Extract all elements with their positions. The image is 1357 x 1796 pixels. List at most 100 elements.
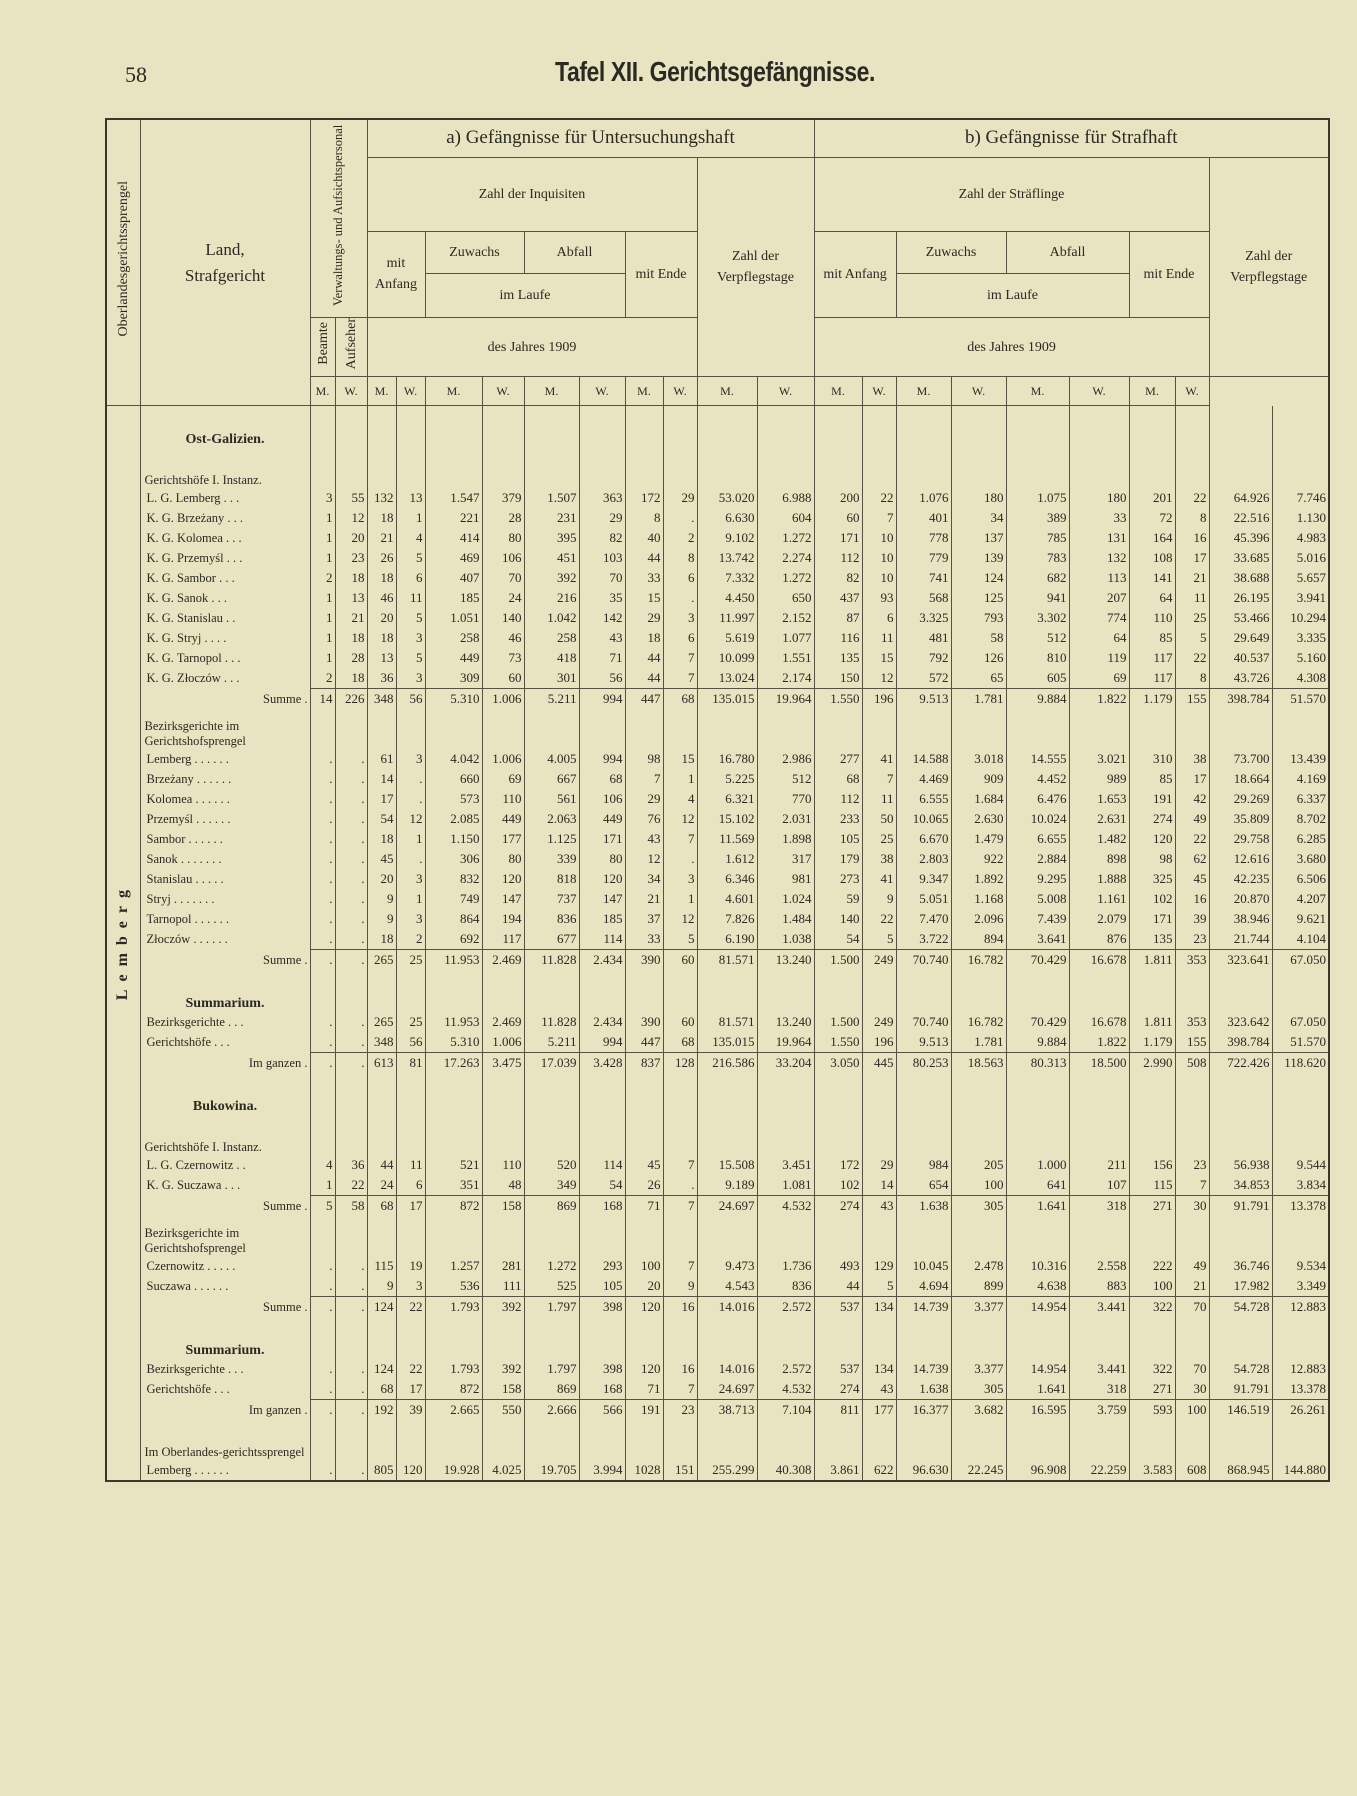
cell: 171 [578,829,626,850]
cell: 135 [1128,929,1176,950]
cell: 1.168 [950,889,1007,910]
cell: . [334,1359,368,1380]
cell: 131 [1068,528,1130,549]
cell: 35 [578,588,626,609]
cell: 12 [861,668,897,689]
prison-table: Oberlandesgerichtssprengel Land, Strafge… [105,118,1331,1483]
empty-cell [1208,970,1273,1013]
cell: 5 [395,548,426,569]
cell: 16.377 [895,1399,952,1421]
cell: 144.880 [1271,1460,1330,1482]
header-zuwachs: Zuwachs [895,230,1007,275]
empty-cell [1128,970,1176,1013]
cell: 177 [481,829,525,850]
cell: 1.781 [950,1032,1007,1053]
empty-cell [1068,1115,1130,1156]
cell: 5.211 [523,1032,580,1053]
cell: 24 [366,1175,397,1196]
header-verpflegstage: Zahl der Verpflegstage [1208,156,1330,378]
empty-cell [578,1216,626,1257]
cell: . [309,949,336,971]
cell: 407 [424,568,483,589]
cell: . [334,889,368,910]
cell: 16.780 [696,749,758,770]
cell: 194 [481,909,525,930]
table-row: K. G. Suczawa . . . 1 22 24 6 351 48 349 54 26. 9.… [106,1175,1330,1196]
cell: 114 [578,929,626,950]
cell: 1.550 [813,688,863,710]
cell: 13 [334,588,368,609]
table-row: Summe . 5 58 68 17 872 158 869 168 71 7 24.697 4.532… [106,1195,1330,1217]
cell: 785 [1005,528,1070,549]
empty-cell [424,448,483,489]
cell: 146.519 [1208,1399,1273,1421]
cell: 80 [481,849,525,870]
row-label: Brzeżany . . . . . . [139,769,311,790]
row-label: K. G. Sanok . . . [139,588,311,609]
cell: 1.006 [481,1032,525,1053]
cell: 401 [895,508,952,529]
cell: 779 [895,548,952,569]
cell: 274 [813,1379,863,1400]
cell: . [309,889,336,910]
cell: 14.588 [895,749,952,770]
cell: 6.346 [696,869,758,890]
cell: 3 [395,668,426,689]
cell: 20 [366,869,397,890]
cell: . [334,1032,368,1053]
cell: 255.299 [696,1460,758,1482]
cell: 16.678 [1068,1012,1130,1033]
cell: 2.665 [424,1399,483,1421]
empty-cell [1174,970,1210,1013]
cell: . [334,829,368,850]
cell: 3.475 [481,1052,525,1074]
empty-cell [395,709,426,750]
cell: 65 [950,668,1007,689]
cell: 7 [662,668,698,689]
cell: 24.697 [696,1379,758,1400]
cell: 140 [813,909,863,930]
cell: 6 [861,608,897,629]
cell: 274 [813,1195,863,1217]
cell: 226 [334,688,368,710]
cell: 4 [395,528,426,549]
empty-cell [309,405,336,449]
cell: 353 [1174,1012,1210,1033]
empty-cell [662,448,698,489]
cell: 96.630 [895,1460,952,1482]
cell: 216 [523,588,580,609]
empty-cell [756,1420,815,1461]
empty-cell [895,970,952,1013]
cell: 21.744 [1208,929,1273,950]
cell: 274 [1128,809,1176,830]
empty-cell [334,1115,368,1156]
cell: 613 [366,1052,397,1074]
cell: 1.797 [523,1296,580,1318]
cell: 7.470 [895,909,952,930]
empty-cell [756,1073,815,1116]
cell: 114 [578,1155,626,1176]
cell: 221 [424,508,483,529]
cell: 521 [424,1155,483,1176]
cell: 941 [1005,588,1070,609]
cell: 398 [578,1359,626,1380]
cell: 38.713 [696,1399,758,1421]
header-sprengel: Oberlandesgerichtssprengel [115,181,131,337]
cell: 44 [624,548,664,569]
empty-cell [813,709,863,750]
empty-cell [578,1317,626,1360]
section-title: Bukowina. [139,1073,311,1116]
table-row: Summe . 14 226 348 56 5.310 1.006 5.211 994 447 68… [106,688,1330,710]
cell: 82 [578,528,626,549]
cell: 2.666 [523,1399,580,1421]
cell: . [309,1276,336,1297]
cell: 196 [861,688,897,710]
cell: 351 [424,1175,483,1196]
cell: 22 [395,1296,426,1318]
cell: . [662,1175,698,1196]
cell: 561 [523,789,580,810]
cell: 449 [578,809,626,830]
empty-cell [624,1420,664,1461]
empty-cell [696,405,758,449]
cell: 445 [861,1052,897,1074]
